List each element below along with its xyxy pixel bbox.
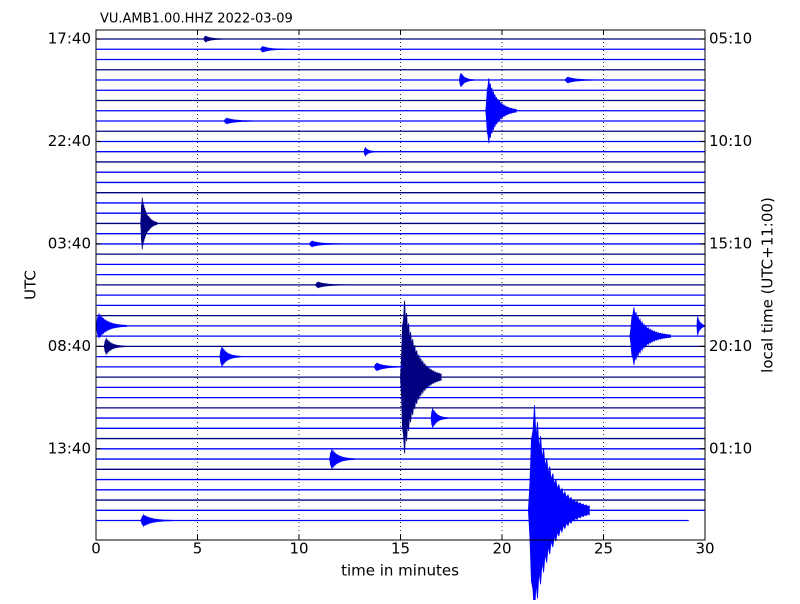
seismic-event	[308, 240, 341, 248]
seismic-event	[430, 408, 448, 428]
y2-tick-label: 05:10	[709, 30, 752, 48]
seismic-event	[458, 73, 475, 87]
seismic-event	[95, 313, 127, 339]
x-tick-label: 25	[594, 540, 613, 558]
y-tick-label: 08:40	[48, 337, 91, 355]
plot-frame	[95, 29, 706, 541]
y2-tick-label: 15:10	[709, 234, 752, 252]
seismic-event	[140, 197, 158, 250]
chart-title: VU.AMB1.00.HHZ 2022-03-09	[100, 12, 293, 27]
x-tick-label: 20	[492, 540, 511, 558]
y2-tick-label: 01:10	[709, 439, 752, 457]
seismic-event	[223, 117, 255, 125]
seismic-event	[485, 78, 517, 144]
y-axis-label: UTC	[22, 270, 40, 300]
seismic-event	[527, 405, 590, 604]
y2-tick-label: 10:10	[709, 132, 752, 150]
seismic-event	[103, 337, 125, 356]
seismic-event	[564, 76, 596, 84]
x-tick-label: 10	[289, 540, 308, 558]
seismic-event	[629, 307, 671, 365]
x-tick-label: 30	[695, 540, 714, 558]
seismic-event	[140, 513, 172, 528]
seismic-event	[203, 35, 225, 43]
seismic-event	[314, 281, 347, 289]
seismic-event	[363, 146, 377, 157]
x-tick-label: 0	[91, 540, 101, 558]
y-tick-label: 17:40	[48, 30, 91, 48]
seismic-event	[400, 300, 442, 454]
y2-tick-label: 20:10	[709, 337, 752, 355]
y2-axis-label: local time (UTC+11:00)	[759, 197, 777, 373]
y-tick-label: 22:40	[48, 132, 91, 150]
x-tick-label: 15	[391, 540, 410, 558]
y-tick-label: 03:40	[48, 234, 91, 252]
seismic-event	[373, 362, 403, 372]
y-tick-label: 13:40	[48, 439, 91, 457]
seismic-event	[329, 449, 355, 469]
seismic-event	[259, 45, 286, 53]
x-tick-label: 5	[193, 540, 203, 558]
seismic-event	[219, 347, 241, 367]
x-axis-label: time in minutes	[341, 562, 459, 580]
